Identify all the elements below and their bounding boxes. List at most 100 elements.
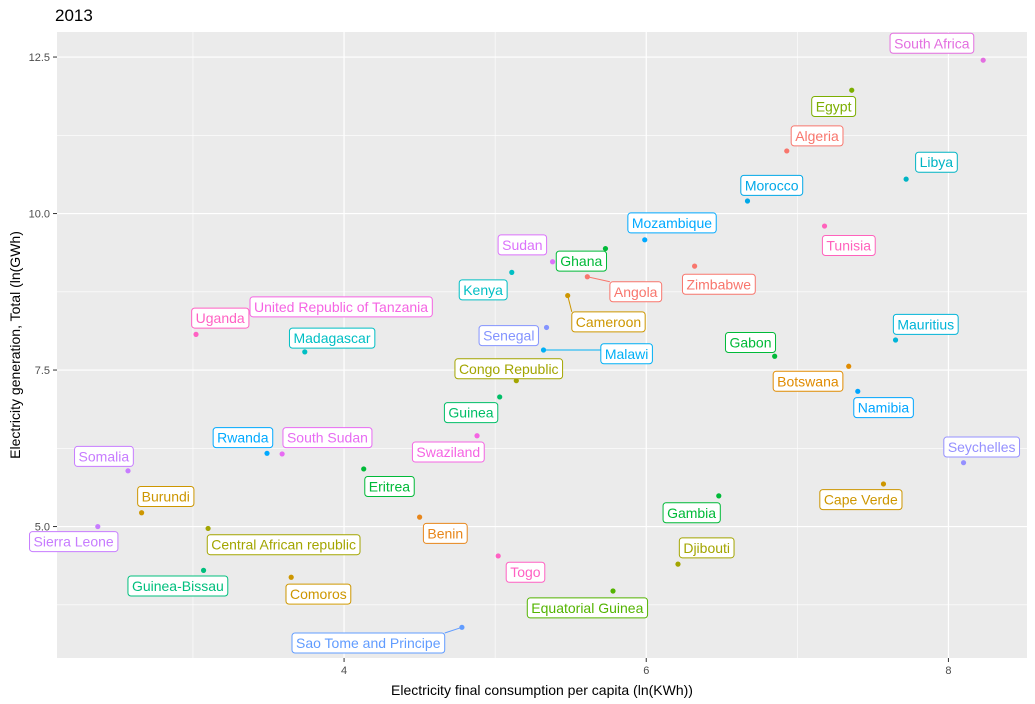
label-morocco: Morocco — [740, 174, 804, 196]
label-box-guinea — [443, 402, 499, 424]
connector-cameroon — [567, 295, 573, 312]
label-swaziland: Swaziland — [411, 441, 485, 463]
label-south-sudan: South Sudan — [282, 427, 373, 449]
label-south-africa: South Africa — [889, 32, 975, 54]
label-box-algeria — [790, 125, 844, 147]
label-box-namibia — [853, 397, 914, 419]
label-box-rwanda — [212, 427, 274, 449]
label-text-namibia: Namibia — [858, 400, 910, 416]
y-tick-label: 5.0 — [35, 522, 50, 534]
point-burundi — [139, 510, 145, 516]
point-gambia — [716, 493, 722, 499]
point-sierra-leone — [95, 523, 101, 530]
label-equatorial-guinea: Equatorial Guinea — [526, 597, 649, 619]
label-mauritius: Mauritius — [892, 313, 959, 335]
point-senegal — [543, 324, 550, 331]
point-algeria — [784, 148, 790, 154]
label-gabon: Gabon — [724, 331, 777, 353]
point-sao-tome-and-principe — [459, 624, 465, 630]
point-angola — [584, 274, 590, 280]
label-box-equatorial-guinea — [526, 597, 649, 619]
label-text-south-sudan: South Sudan — [287, 430, 368, 446]
label-congo-republic: Congo Republic — [454, 358, 564, 380]
label-text-libya: Libya — [920, 154, 954, 170]
label-central-african-republic: Central African republic — [206, 534, 361, 556]
point-sudan — [549, 259, 556, 265]
y-tick-label: 12.5 — [29, 52, 50, 64]
point-djibouti — [675, 561, 681, 567]
label-cameroon: Cameroon — [571, 311, 646, 333]
point-central-african-republic — [205, 525, 211, 532]
label-uganda: Uganda — [191, 307, 250, 329]
label-box-central-african-republic — [206, 534, 361, 556]
label-botswana: Botswana — [772, 370, 844, 392]
label-box-south-sudan — [282, 427, 373, 449]
label-box-south-africa — [889, 32, 975, 54]
label-box-sierra-leone — [29, 531, 119, 553]
label-box-mauritius — [892, 313, 959, 335]
x-tick-label: 4 — [341, 665, 347, 677]
point-gabon — [772, 353, 778, 359]
point-comoros — [288, 574, 294, 580]
label-box-angola — [609, 281, 663, 303]
label-ghana: Ghana — [555, 250, 608, 272]
chart-title: 2013 — [55, 6, 93, 25]
label-box-egypt — [811, 95, 857, 117]
point-cameroon — [565, 292, 571, 299]
label-eritrea: Eritrea — [364, 475, 415, 497]
y-axis-title: Electricity generation, Total (ln(GWh) — [7, 231, 23, 459]
label-somalia: Somalia — [74, 445, 134, 467]
label-box-swaziland — [411, 441, 485, 463]
label-box-uganda — [191, 307, 250, 329]
point-madagascar — [302, 349, 308, 355]
label-box-ghana — [555, 250, 608, 272]
label-united-republic-of-tanzania: United Republic of Tanzania — [249, 296, 433, 318]
point-uganda — [193, 331, 199, 337]
label-text-ghana: Ghana — [560, 253, 602, 269]
label-text-cape-verde: Cape Verde — [824, 492, 898, 508]
point-somalia — [125, 468, 131, 474]
label-box-djibouti — [678, 537, 735, 559]
label-egypt: Egypt — [811, 95, 857, 117]
label-guinea: Guinea — [443, 402, 499, 424]
label-burundi: Burundi — [137, 485, 195, 507]
point-equatorial-guinea — [610, 588, 616, 594]
label-text-morocco: Morocco — [745, 177, 799, 193]
label-senegal: Senegal — [478, 325, 539, 347]
label-box-congo-republic — [454, 358, 564, 380]
label-box-comoros — [285, 583, 352, 605]
point-mozambique — [642, 237, 648, 243]
label-text-equatorial-guinea: Equatorial Guinea — [531, 600, 643, 616]
label-box-cameroon — [571, 311, 646, 333]
label-text-central-african-republic: Central African republic — [211, 537, 356, 553]
point-togo — [495, 553, 501, 559]
point-eritrea — [361, 466, 367, 472]
point-mauritius — [892, 337, 899, 343]
x-axis-title: Electricity final consumption per capita… — [391, 682, 693, 698]
label-zimbabwe: Zimbabwe — [681, 273, 756, 295]
label-namibia: Namibia — [853, 397, 914, 419]
point-zimbabwe — [692, 263, 698, 269]
label-sierra-leone: Sierra Leone — [29, 531, 119, 553]
label-box-somalia — [74, 445, 134, 467]
label-text-uganda: Uganda — [196, 310, 245, 326]
label-box-kenya — [458, 279, 508, 301]
label-box-senegal — [478, 325, 539, 347]
label-text-united-republic-of-tanzania: United Republic of Tanzania — [254, 299, 428, 315]
label-cape-verde: Cape Verde — [819, 489, 903, 511]
label-text-somalia: Somalia — [79, 448, 130, 464]
label-box-guinea-bissau — [127, 575, 229, 597]
label-box-seychelles — [943, 436, 1021, 458]
label-sudan: Sudan — [497, 234, 548, 256]
label-box-tunisia — [821, 234, 876, 256]
point-tunisia — [821, 223, 828, 229]
label-kenya: Kenya — [458, 279, 508, 301]
point-namibia — [855, 388, 861, 394]
x-tick-label: 6 — [643, 665, 649, 677]
label-benin: Benin — [422, 522, 468, 544]
label-text-comoros: Comoros — [290, 586, 347, 602]
label-text-djibouti: Djibouti — [683, 540, 730, 556]
label-text-kenya: Kenya — [463, 282, 503, 298]
point-congo-republic — [513, 378, 519, 384]
